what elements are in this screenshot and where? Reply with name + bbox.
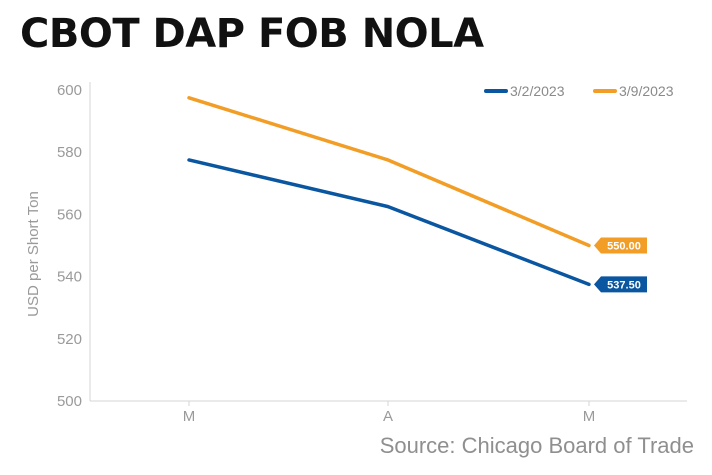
end-value-label-1: 537.50 bbox=[607, 279, 641, 291]
y-tick-label: 580 bbox=[57, 144, 82, 161]
x-tick-label: M bbox=[583, 408, 596, 425]
end-value-label-2: 550.00 bbox=[607, 241, 641, 253]
x-tick-label: M bbox=[183, 408, 196, 425]
y-tick-label: 500 bbox=[57, 393, 82, 410]
chart-axes bbox=[89, 82, 687, 402]
series-lines bbox=[187, 96, 591, 287]
end-value-labels: 537.50 550.00 bbox=[594, 237, 647, 293]
y-tick-label: 600 bbox=[57, 82, 82, 99]
series-line-1 bbox=[187, 158, 591, 287]
chart-title: CBOT DAP FOB NOLA bbox=[20, 11, 484, 57]
y-tick-labels: 500 520 540 560 580 600 bbox=[57, 82, 82, 410]
end-label-box-1 bbox=[594, 276, 647, 293]
series-line-2 bbox=[187, 96, 591, 248]
end-label-box-2 bbox=[594, 237, 647, 254]
y-axis-title: USD per Short Ton bbox=[25, 191, 42, 317]
source-caption: Source: Chicago Board of Trade bbox=[379, 433, 694, 458]
legend-label-1: 3/2/2023 bbox=[510, 83, 565, 99]
chart-legend: 3/2/2023 3/9/2023 bbox=[484, 83, 674, 99]
legend-label-2: 3/9/2023 bbox=[619, 83, 674, 99]
y-tick-label: 520 bbox=[57, 331, 82, 348]
y-tick-label: 540 bbox=[57, 269, 82, 286]
y-tick-label: 560 bbox=[57, 206, 82, 223]
x-tick-label: A bbox=[383, 408, 393, 425]
